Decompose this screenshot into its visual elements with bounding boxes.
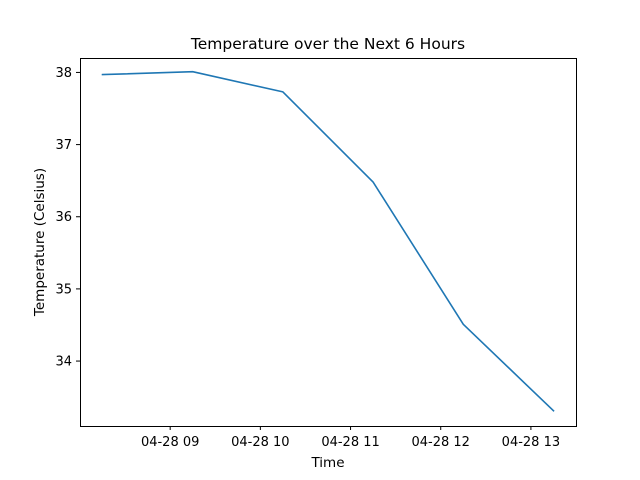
x-tick-label: 04-28 09 (141, 435, 199, 450)
y-axis-label: Temperature (Celsius) (32, 168, 48, 317)
axes-frame (80, 58, 577, 427)
x-tick-label: 04-28 11 (321, 435, 379, 450)
y-axis: 34 35 36 37 38 (55, 66, 80, 370)
y-tick-label: 38 (55, 66, 72, 81)
y-tick-label: 36 (55, 210, 72, 225)
series-line (101, 70, 555, 412)
chart-title: Temperature over the Next 6 Hours (190, 35, 465, 53)
y-tick-label: 35 (55, 282, 72, 297)
x-tick-label: 04-28 10 (231, 435, 289, 450)
y-tick-label: 37 (55, 138, 72, 153)
x-axis: 04-28 09 04-28 10 04-28 11 04-28 12 04-28 13 (141, 426, 560, 450)
x-tick-label: 04-28 12 (412, 435, 470, 450)
x-tick-label: 04-28 13 (502, 435, 560, 450)
y-tick-label: 34 (55, 355, 72, 370)
x-axis-label: Time (310, 455, 344, 471)
plot-area (101, 70, 555, 412)
